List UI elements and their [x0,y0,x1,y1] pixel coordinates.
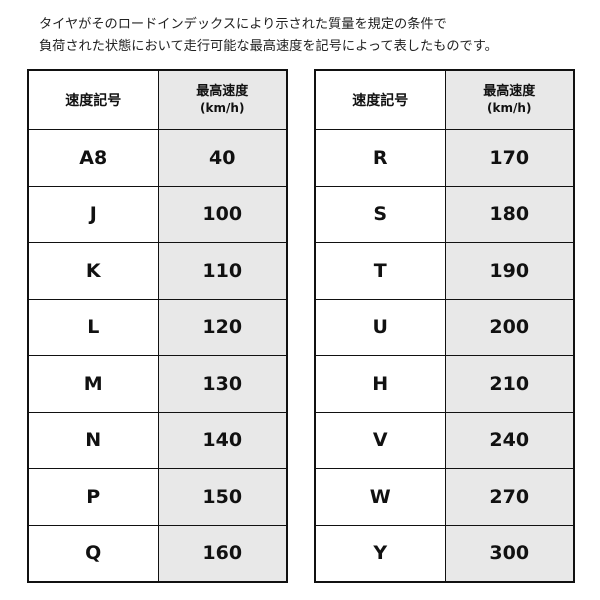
table-row: M 130 [27,355,288,413]
table-row: Y 300 [314,524,575,583]
max-speed-cell: 270 [444,468,575,526]
table-row: J 100 [27,185,288,243]
speed-symbol-cell: K [27,242,159,300]
speed-symbol-cell: P [27,468,159,526]
header-speed-label: 最高速度 [196,84,249,99]
speed-symbol-cell: N [27,411,159,469]
table-row: H 210 [314,355,575,413]
max-speed-cell: 100 [157,185,288,243]
speed-symbol-cell: Y [314,524,446,583]
speed-table-left: 速度記号 最高速度 (km/h) A8 40 J 100 K 110 L 120 M 130 N 140… [27,69,288,583]
table-row: S 180 [314,185,575,243]
speed-symbol-cell: A8 [27,129,159,187]
speed-symbol-cell: V [314,411,446,469]
table-row: A8 40 [27,129,288,187]
max-speed-cell: 120 [157,298,288,356]
speed-symbol-cell: R [314,129,446,187]
max-speed-cell: 160 [157,524,288,583]
header-speed: 最高速度 (km/h) [157,69,288,130]
intro-line-1: タイヤがそのロードインデックスにより示された質量を規定の条件で [39,17,447,32]
table-row: N 140 [27,411,288,469]
table-row: T 190 [314,242,575,300]
speed-symbol-cell: Q [27,524,159,583]
header-speed-unit: (km/h) [200,101,245,115]
header-speed: 最高速度 (km/h) [444,69,575,130]
table-header-row: 速度記号 最高速度 (km/h) [27,69,288,130]
table-row: V 240 [314,411,575,469]
speed-symbol-cell: W [314,468,446,526]
max-speed-cell: 200 [444,298,575,356]
max-speed-cell: 190 [444,242,575,300]
max-speed-cell: 110 [157,242,288,300]
header-symbol: 速度記号 [27,69,159,130]
max-speed-cell: 130 [157,355,288,413]
table-row: R 170 [314,129,575,187]
header-symbol: 速度記号 [314,69,446,130]
speed-symbol-cell: M [27,355,159,413]
table-row: Q 160 [27,524,288,583]
table-row: U 200 [314,298,575,356]
table-row: W 270 [314,468,575,526]
speed-symbol-cell: J [27,185,159,243]
speed-table-right: 速度記号 最高速度 (km/h) R 170 S 180 T 190 U 200 H 210 V 240… [314,69,575,583]
speed-symbol-cell: L [27,298,159,356]
max-speed-cell: 150 [157,468,288,526]
header-speed-label: 最高速度 [483,84,536,99]
header-speed-unit: (km/h) [487,101,532,115]
max-speed-cell: 180 [444,185,575,243]
table-row: L 120 [27,298,288,356]
intro-text: タイヤがそのロードインデックスにより示された質量を規定の条件で 負荷された状態に… [39,14,498,58]
table-header-row: 速度記号 最高速度 (km/h) [314,69,575,130]
max-speed-cell: 300 [444,524,575,583]
intro-line-2: 負荷された状態において走行可能な最高速度を記号によって表したものです。 [39,39,498,54]
speed-symbol-cell: S [314,185,446,243]
max-speed-cell: 140 [157,411,288,469]
table-row: P 150 [27,468,288,526]
max-speed-cell: 210 [444,355,575,413]
speed-symbol-cell: H [314,355,446,413]
speed-symbol-cell: U [314,298,446,356]
max-speed-cell: 40 [157,129,288,187]
max-speed-cell: 170 [444,129,575,187]
max-speed-cell: 240 [444,411,575,469]
speed-symbol-cell: T [314,242,446,300]
table-row: K 110 [27,242,288,300]
